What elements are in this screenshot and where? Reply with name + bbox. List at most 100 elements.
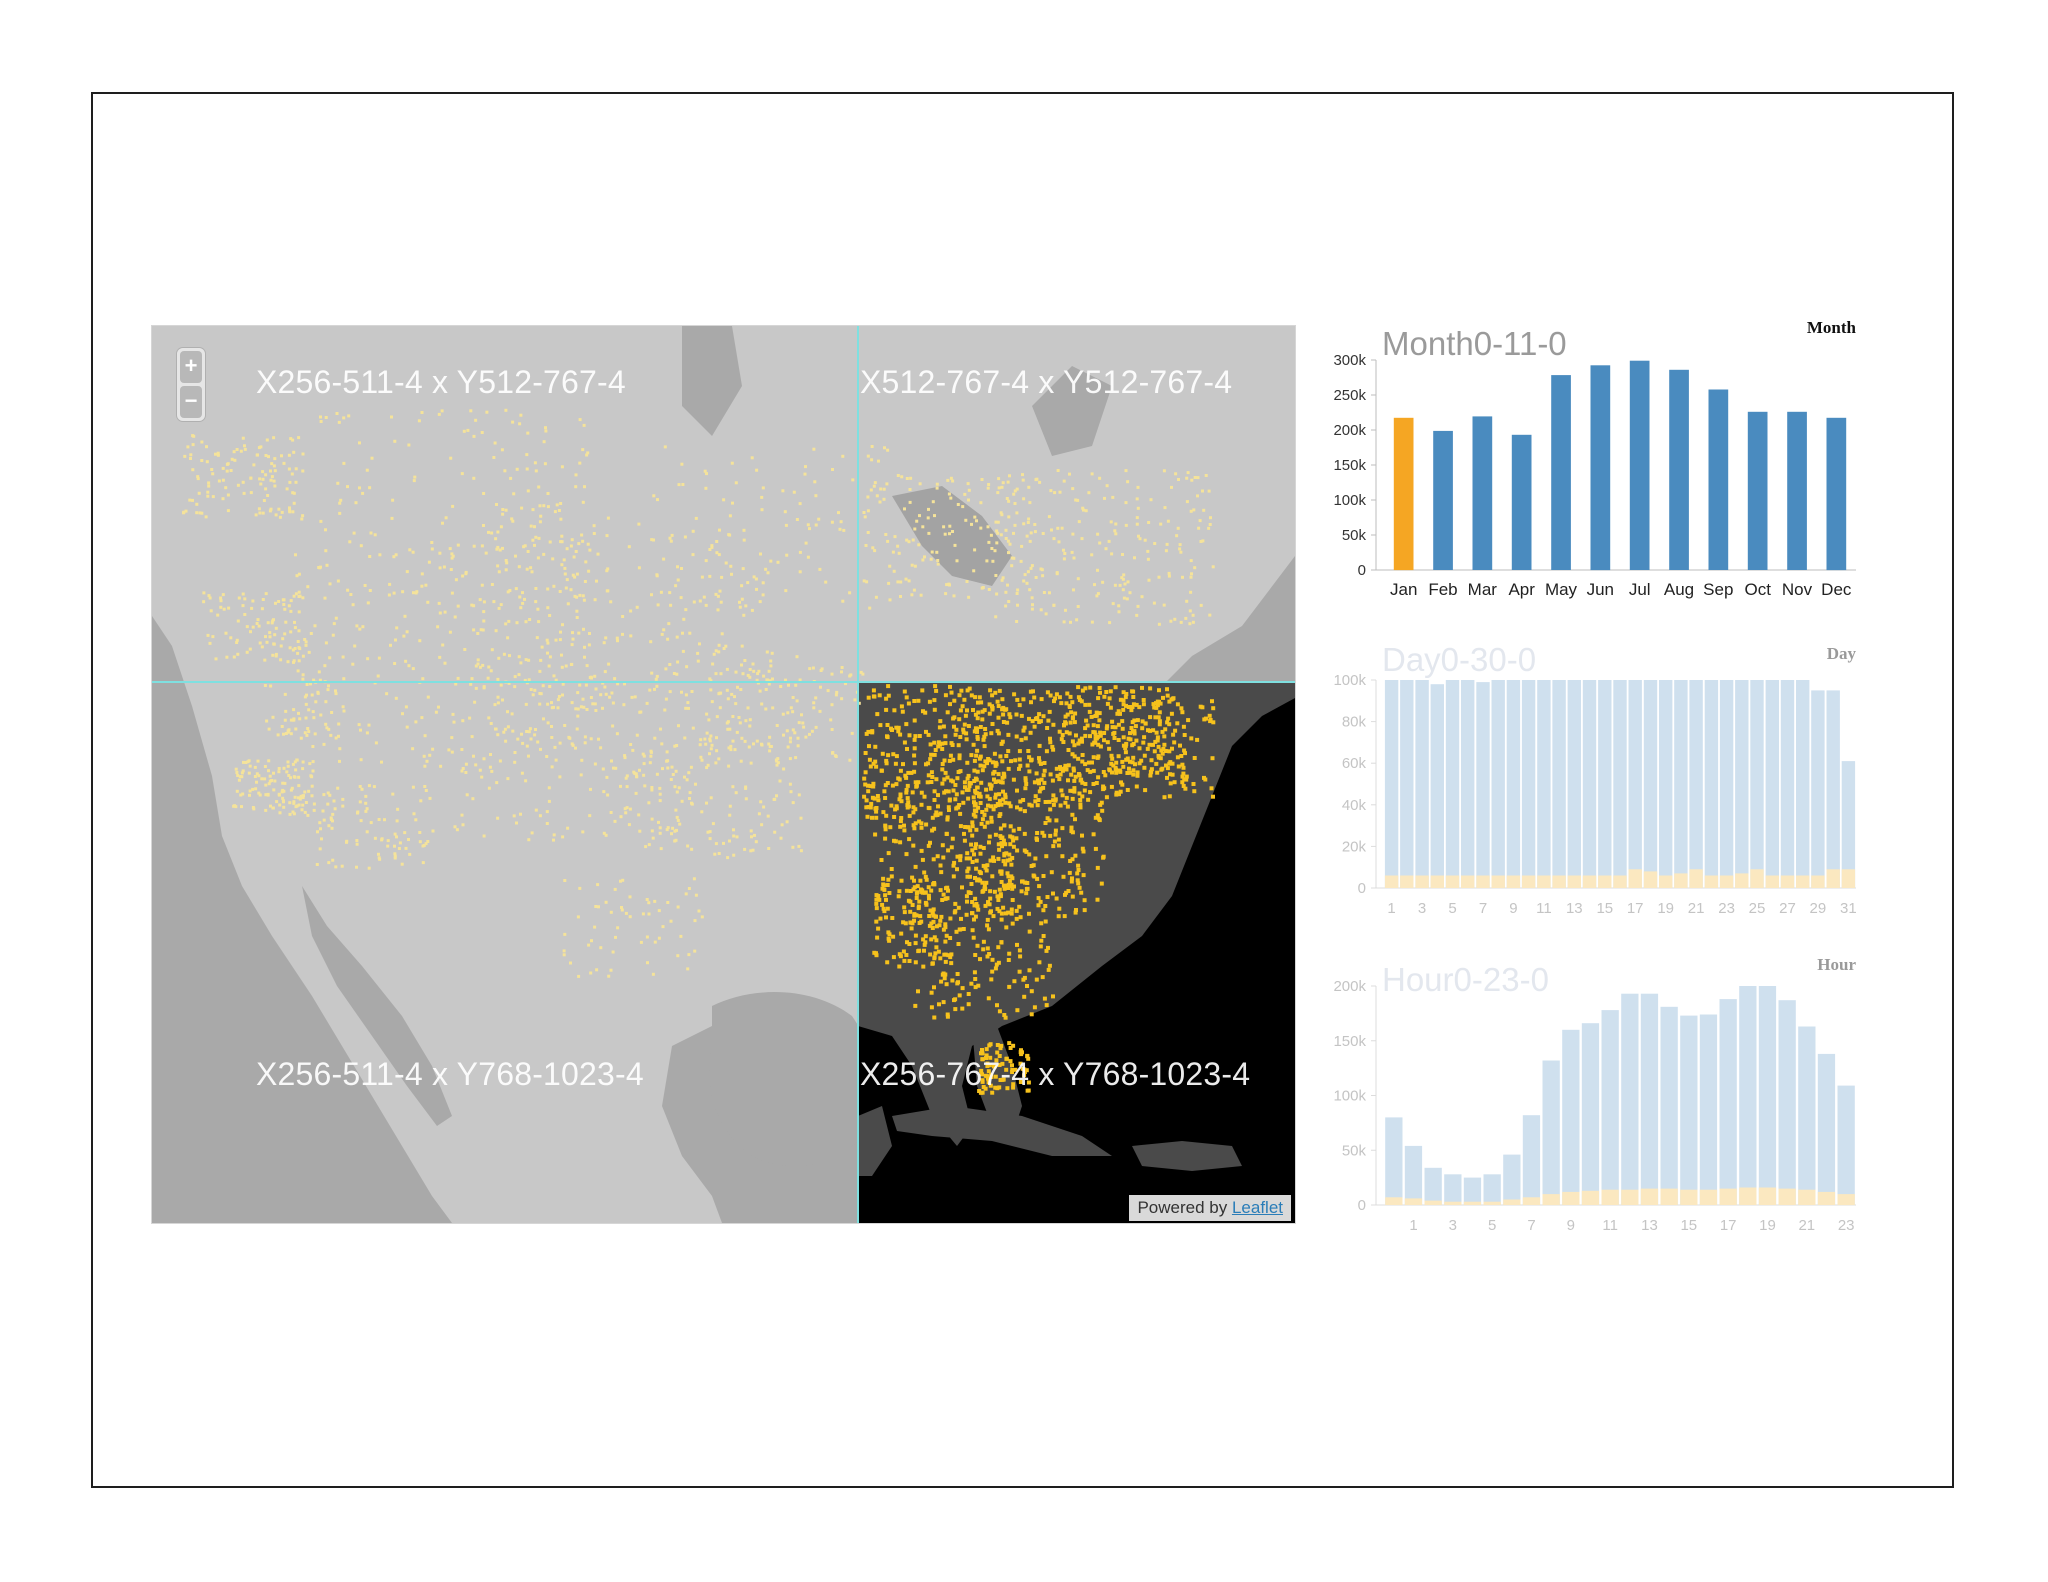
city-dot — [1170, 746, 1174, 751]
city-dot — [932, 740, 937, 745]
city-dot — [686, 701, 690, 705]
city-dot — [237, 778, 241, 782]
city-dot — [664, 697, 668, 701]
city-dot — [511, 420, 515, 424]
bar — [1628, 869, 1642, 888]
city-dot — [534, 728, 537, 731]
city-dot — [621, 632, 624, 636]
city-dot — [1025, 984, 1029, 988]
city-dot — [911, 538, 915, 542]
city-dot — [760, 823, 764, 827]
zoom-in-button[interactable]: + — [180, 351, 202, 383]
bar — [1537, 875, 1551, 888]
city-dot — [294, 805, 298, 809]
city-dot — [507, 681, 511, 685]
city-dot — [1121, 698, 1126, 703]
city-dot — [568, 736, 572, 740]
city-dot — [894, 725, 899, 730]
city-dot — [990, 760, 995, 765]
city-dot — [288, 508, 292, 512]
city-dot — [1010, 921, 1015, 926]
city-dot — [227, 606, 231, 610]
city-dot — [546, 587, 550, 591]
city-dot — [711, 662, 715, 666]
city-dot — [439, 764, 443, 768]
city-dot — [1125, 788, 1130, 792]
city-dot — [367, 784, 371, 788]
city-dot — [582, 598, 586, 602]
city-dot — [1071, 768, 1076, 773]
city-dot — [929, 1005, 934, 1010]
city-dot — [878, 500, 882, 504]
city-dot — [897, 551, 901, 555]
city-dot — [1057, 729, 1062, 734]
city-dot — [1163, 749, 1168, 753]
city-dot — [885, 482, 889, 486]
city-dot — [527, 754, 530, 758]
city-dot — [264, 635, 267, 639]
city-dot — [654, 677, 658, 681]
city-dot — [749, 829, 753, 833]
city-dot — [613, 819, 617, 823]
city-dot — [734, 481, 738, 485]
city-dot — [515, 821, 518, 825]
city-dot — [1114, 790, 1119, 795]
city-dot — [1098, 744, 1103, 749]
city-dot — [292, 812, 296, 816]
city-dot — [996, 704, 1001, 708]
chart-title: Month0-11-0 — [1382, 325, 1567, 362]
city-dot — [1007, 878, 1012, 883]
city-dot — [225, 469, 229, 473]
city-dot — [301, 469, 305, 473]
city-dot — [310, 693, 314, 697]
city-dot — [954, 792, 959, 797]
city-dot — [235, 771, 239, 774]
city-dot — [867, 744, 871, 749]
city-dot — [1076, 756, 1081, 761]
city-dot — [943, 922, 948, 927]
city-dot — [978, 725, 983, 729]
map-view[interactable]: + − X256-511-4 x Y512-767-4 X512-767-4 x… — [151, 325, 1296, 1224]
city-dot — [898, 732, 903, 737]
city-dot — [334, 616, 338, 620]
city-dot — [975, 943, 980, 948]
city-dot — [521, 601, 525, 605]
city-dot — [1110, 756, 1115, 761]
city-dot — [481, 663, 485, 667]
city-dot — [1167, 571, 1171, 575]
city-dot — [1034, 478, 1038, 482]
city-dot — [908, 889, 913, 893]
city-dot — [883, 796, 888, 800]
city-dot — [488, 765, 492, 769]
city-dot — [978, 763, 983, 768]
city-dot — [808, 732, 811, 736]
city-dot — [1097, 686, 1102, 690]
city-dot — [708, 830, 712, 834]
bar — [1582, 875, 1597, 888]
city-dot — [650, 786, 654, 789]
city-dot — [1209, 516, 1212, 520]
city-dot — [261, 511, 265, 515]
city-dot — [744, 604, 748, 608]
city-dot — [1104, 726, 1109, 731]
city-dot — [1065, 691, 1070, 696]
city-dot — [951, 530, 954, 533]
x-tick-label: 17 — [1720, 1217, 1737, 1234]
city-dot — [283, 718, 287, 722]
city-dot — [461, 767, 465, 770]
city-dot — [1058, 490, 1062, 494]
city-dot — [436, 625, 440, 629]
city-dot — [265, 719, 269, 723]
city-dot — [1007, 984, 1012, 989]
city-dot — [552, 838, 555, 842]
city-dot — [284, 709, 288, 713]
city-dot — [296, 669, 300, 673]
city-dot — [674, 808, 678, 812]
leaflet-link[interactable]: Leaflet — [1231, 1198, 1283, 1217]
city-dot — [921, 964, 926, 969]
city-dot — [957, 717, 962, 722]
city-dot — [368, 589, 372, 592]
zoom-out-button[interactable]: − — [180, 386, 202, 418]
city-dot — [910, 875, 915, 880]
city-dot — [225, 462, 229, 466]
